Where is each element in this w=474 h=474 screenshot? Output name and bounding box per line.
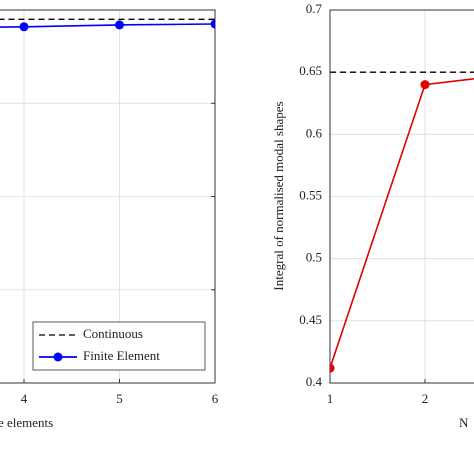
marker — [19, 22, 29, 32]
x-tick-label: 4 — [21, 391, 28, 406]
y-tick-label: 0.65 — [299, 63, 322, 78]
x-axis-label: N — [459, 415, 469, 430]
series-line — [0, 23, 215, 28]
marker — [115, 20, 124, 30]
x-axis-label: e elements — [0, 415, 53, 430]
plot-frame — [329, 9, 474, 384]
marker — [330, 363, 335, 373]
legend-label: Continuous — [83, 326, 143, 341]
legend-marker — [53, 352, 63, 362]
y-tick-label: 0.4 — [306, 374, 323, 389]
plot-area — [0, 18, 215, 32]
marker — [210, 19, 215, 29]
y-tick-label: 0.5 — [306, 250, 322, 265]
series-line — [330, 78, 474, 369]
y-axis-label: Integral of normalised modal shapes — [271, 101, 286, 290]
x-tick-label: 1 — [327, 391, 334, 406]
plot-area — [330, 71, 474, 373]
marker — [420, 80, 430, 90]
y-tick-label: 0.6 — [306, 125, 323, 140]
x-tick-label: 2 — [422, 391, 429, 406]
x-tick-label: 5 — [116, 391, 123, 406]
y-tick-label: 0.45 — [299, 312, 322, 327]
legend-label: Finite Element — [83, 348, 160, 363]
y-tick-label: 0.55 — [299, 187, 322, 202]
x-tick-label: 6 — [212, 391, 219, 406]
legend-box — [32, 321, 206, 371]
y-tick-label: 0.7 — [306, 1, 323, 16]
